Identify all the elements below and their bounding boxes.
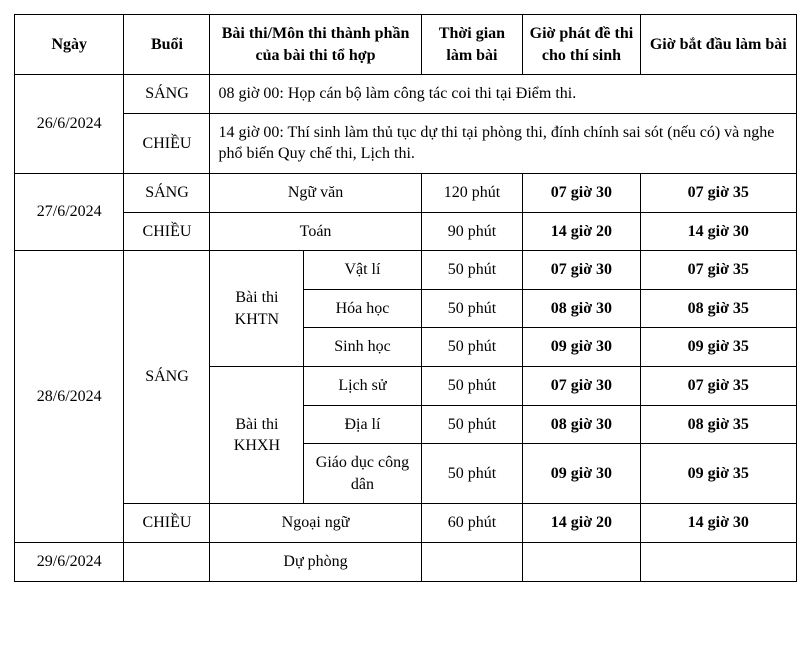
cell-subject: Hóa học <box>304 289 421 328</box>
header-giophat: Giờ phát đề thi cho thí sinh <box>523 15 640 75</box>
cell-phat: 08 giờ 30 <box>523 289 640 328</box>
cell-bat: 07 giờ 35 <box>640 251 796 290</box>
cell-date-27: 27/6/2024 <box>15 173 124 250</box>
cell-subject: Toán <box>210 212 421 251</box>
cell-note-sang-26: 08 giờ 00: Họp cán bộ làm công tác coi t… <box>210 75 797 114</box>
cell-phat: 14 giờ 20 <box>523 504 640 543</box>
table-row: 29/6/2024 Dự phòng <box>15 542 797 581</box>
cell-bat: 08 giờ 35 <box>640 405 796 444</box>
cell-duration: 50 phút <box>421 289 523 328</box>
cell-duration: 50 phút <box>421 405 523 444</box>
cell-bat-empty <box>640 542 796 581</box>
cell-date-26: 26/6/2024 <box>15 75 124 174</box>
cell-duration: 50 phút <box>421 444 523 504</box>
cell-subject: Địa lí <box>304 405 421 444</box>
header-buoi: Buổi <box>124 15 210 75</box>
cell-group-khxh: Bài thi KHXH <box>210 366 304 503</box>
cell-subject: Sinh học <box>304 328 421 367</box>
cell-subject: Ngoại ngữ <box>210 504 421 543</box>
cell-duration: 120 phút <box>421 173 523 212</box>
cell-duration-empty <box>421 542 523 581</box>
cell-buoi: CHIỀU <box>124 504 210 543</box>
cell-buoi: SÁNG <box>124 173 210 212</box>
cell-subject: Dự phòng <box>210 542 421 581</box>
cell-phat: 07 giờ 30 <box>523 251 640 290</box>
cell-date-29: 29/6/2024 <box>15 542 124 581</box>
table-row: CHIỀU 14 giờ 00: Thí sinh làm thủ tục dự… <box>15 113 797 173</box>
cell-phat: 09 giờ 30 <box>523 328 640 367</box>
cell-duration: 50 phút <box>421 366 523 405</box>
cell-bat: 14 giờ 30 <box>640 504 796 543</box>
cell-buoi: SÁNG <box>124 75 210 114</box>
cell-bat: 07 giờ 35 <box>640 366 796 405</box>
cell-buoi: CHIỀU <box>124 113 210 173</box>
table-row: 28/6/2024 SÁNG Bài thi KHTN Vật lí 50 ph… <box>15 251 797 290</box>
header-ngay: Ngày <box>15 15 124 75</box>
cell-group-khtn: Bài thi KHTN <box>210 251 304 367</box>
header-baithi: Bài thi/Môn thi thành phần của bài thi t… <box>210 15 421 75</box>
cell-subject: Lịch sử <box>304 366 421 405</box>
schedule-table: Ngày Buổi Bài thi/Môn thi thành phần của… <box>14 14 797 582</box>
cell-date-28: 28/6/2024 <box>15 251 124 543</box>
cell-buoi: SÁNG <box>124 251 210 504</box>
table-row: 26/6/2024 SÁNG 08 giờ 00: Họp cán bộ làm… <box>15 75 797 114</box>
table-row: CHIỀU Toán 90 phút 14 giờ 20 14 giờ 30 <box>15 212 797 251</box>
cell-buoi: CHIỀU <box>124 212 210 251</box>
cell-bat: 09 giờ 35 <box>640 328 796 367</box>
header-row: Ngày Buổi Bài thi/Môn thi thành phần của… <box>15 15 797 75</box>
cell-bat: 09 giờ 35 <box>640 444 796 504</box>
cell-phat: 14 giờ 20 <box>523 212 640 251</box>
header-giobat: Giờ bắt đầu làm bài <box>640 15 796 75</box>
cell-bat: 07 giờ 35 <box>640 173 796 212</box>
cell-note-chieu-26: 14 giờ 00: Thí sinh làm thủ tục dự thi t… <box>210 113 797 173</box>
cell-phat: 07 giờ 30 <box>523 366 640 405</box>
cell-buoi-empty <box>124 542 210 581</box>
cell-phat: 07 giờ 30 <box>523 173 640 212</box>
cell-duration: 60 phút <box>421 504 523 543</box>
cell-subject: Vật lí <box>304 251 421 290</box>
cell-bat: 08 giờ 35 <box>640 289 796 328</box>
header-thoigian: Thời gian làm bài <box>421 15 523 75</box>
cell-phat: 09 giờ 30 <box>523 444 640 504</box>
cell-phat-empty <box>523 542 640 581</box>
cell-duration: 50 phút <box>421 251 523 290</box>
cell-duration: 50 phút <box>421 328 523 367</box>
cell-phat: 08 giờ 30 <box>523 405 640 444</box>
cell-subject: Giáo dục công dân <box>304 444 421 504</box>
table-row: CHIỀU Ngoại ngữ 60 phút 14 giờ 20 14 giờ… <box>15 504 797 543</box>
cell-bat: 14 giờ 30 <box>640 212 796 251</box>
cell-duration: 90 phút <box>421 212 523 251</box>
cell-subject: Ngữ văn <box>210 173 421 212</box>
table-row: 27/6/2024 SÁNG Ngữ văn 120 phút 07 giờ 3… <box>15 173 797 212</box>
